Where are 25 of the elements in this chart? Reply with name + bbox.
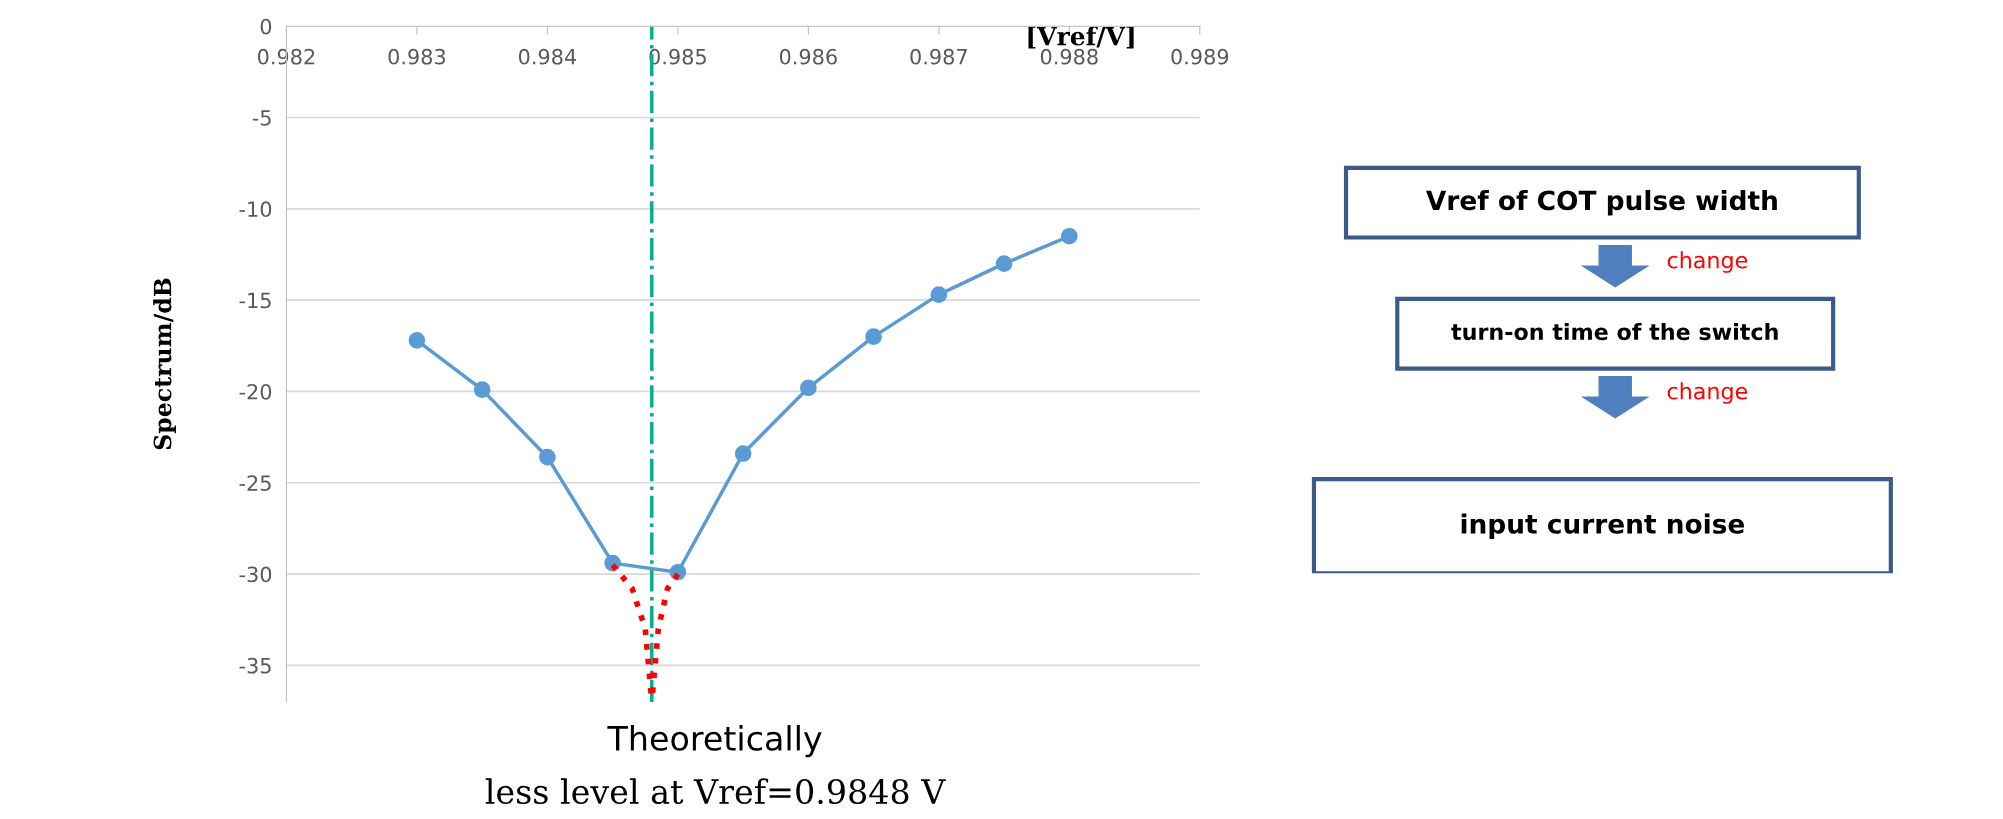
x-tick-label: 0.984 [518,48,577,65]
y-axis-title: Spectrum/dB [153,278,177,450]
text: input current noise [1461,513,1745,539]
text: Vref of COT pulse width [1426,189,1777,216]
y-tick-label: -10 [239,201,272,218]
x-tick-label: 0.988 [1040,48,1098,65]
x-tick-label: 0.983 [388,48,446,65]
y-tick-label: -20 [239,383,272,400]
text: change [1667,382,1748,404]
y-tick-label: -25 [239,475,271,491]
text: less level at Vref=0.9848 V [485,778,946,805]
text: turn-on time of the switch [1451,322,1778,341]
text: Theoretically [607,725,822,758]
x-axis-title: [Vref/V] [1028,26,1134,49]
y-tick-label: -5 [252,110,271,126]
x-tick-label: 0.989 [1171,48,1229,65]
x-tick-label: 0.985 [649,48,706,65]
x-tick-label: 0.982 [257,48,315,65]
y-tick-label: -30 [239,566,272,583]
y-tick-label: -15 [239,292,271,309]
text: change [1667,251,1748,273]
x-tick-label: 0.987 [910,48,967,65]
y-tick-label: 0 [260,18,272,35]
x-tick-label: 0.986 [779,48,837,65]
y-tick-label: -35 [239,657,271,674]
